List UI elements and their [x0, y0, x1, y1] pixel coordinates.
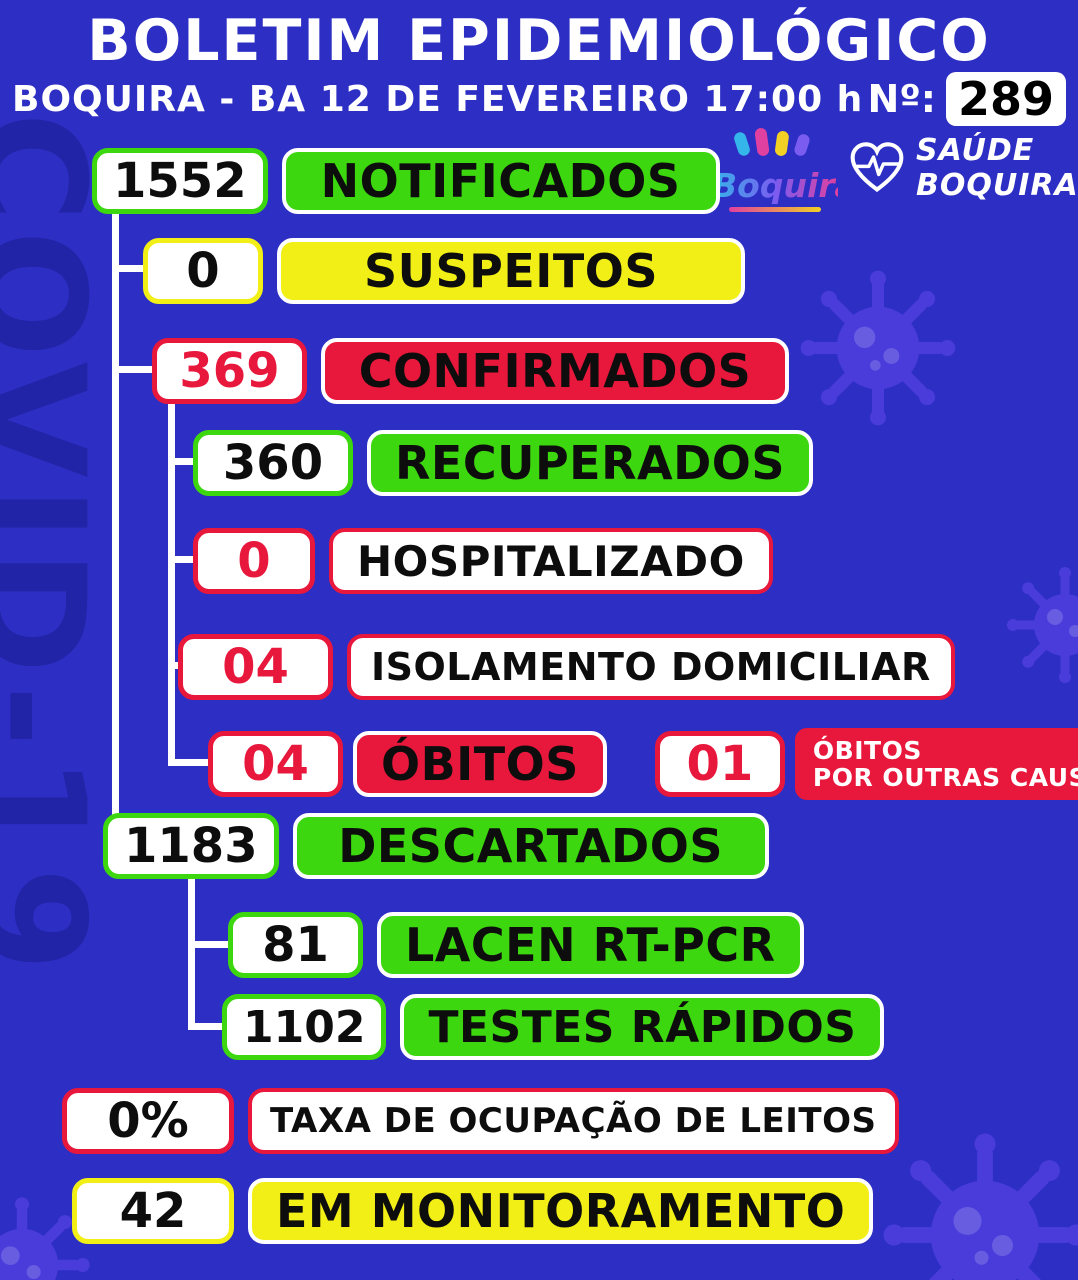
stat-row-notificados: 1552 NOTIFICADOS: [92, 148, 720, 214]
connector-line: [168, 556, 198, 563]
stat-row-recuperados: 360 RECUPERADOS: [193, 430, 814, 496]
connector-line: [112, 214, 119, 850]
isolamento-value: 04: [178, 634, 333, 700]
monitoramento-label: EM MONITORAMENTO: [248, 1178, 874, 1244]
taxa-ocupacao-label: TAXA DE OCUPAÇÃO DE LEITOS: [248, 1088, 899, 1154]
prefeitura-logo-underline: [729, 207, 821, 212]
testes-rapidos-value: 1102: [222, 994, 387, 1060]
obitos-outras-causas-label: ÓBITOS POR OUTRAS CAUSAS: [794, 728, 1078, 800]
confirmados-label: CONFIRMADOS: [321, 338, 789, 404]
stat-row-monitoramento: 42 EM MONITORAMENTO: [72, 1178, 874, 1244]
obitos-label: ÓBITOS: [353, 731, 607, 797]
isolamento-label: ISOLAMENTO DOMICILIAR: [347, 634, 955, 700]
connector-line: [188, 1023, 228, 1030]
heart-pulse-icon: [848, 141, 906, 196]
saude-boquira-logo: SAÚDE BOQUIRA: [848, 133, 1078, 203]
connector-line: [112, 366, 158, 373]
notificados-value: 1552: [92, 148, 268, 214]
prefeitura-logo: Boquira: [712, 126, 857, 212]
stat-row-testes-rapidos: 1102 TESTES RÁPIDOS: [222, 994, 885, 1060]
descartados-value: 1183: [103, 813, 279, 879]
connector-line: [168, 759, 213, 766]
bulletin-number-badge: 289: [945, 72, 1066, 126]
stat-row-hospitalizado: 0 HOSPITALIZADO: [193, 528, 773, 594]
page-title: BOLETIM EPIDEMIOLÓGICO: [87, 8, 991, 74]
virus-icon: [798, 268, 958, 428]
virus-icon: [880, 1130, 1078, 1280]
stat-row-descartados: 1183 DESCARTADOS: [103, 813, 769, 879]
connector-line: [168, 404, 175, 766]
recuperados-value: 360: [193, 430, 353, 496]
notificados-label: NOTIFICADOS: [281, 148, 720, 214]
connector-line: [188, 878, 195, 1030]
connector-line: [168, 662, 184, 669]
saude-logo-line1: SAÚDE: [916, 133, 1035, 168]
confirmados-value: 369: [152, 338, 307, 404]
prefeitura-logo-mark-icon: [712, 126, 838, 166]
virus-icon: [1005, 565, 1078, 685]
stat-row-obitos: 04 ÓBITOS 01 ÓBITOS POR OUTRAS CAUSAS: [208, 728, 1078, 800]
virus-icon: [0, 1195, 92, 1280]
saude-logo-line2: BOQUIRA: [916, 167, 1078, 203]
stat-row-lacen: 81 LACEN RT-PCR: [228, 912, 804, 978]
stat-row-suspeitos: 0 SUSPEITOS: [143, 238, 745, 304]
hospitalizado-label: HOSPITALIZADO: [329, 528, 773, 594]
hospitalizado-value: 0: [193, 528, 315, 594]
lacen-value: 81: [228, 912, 363, 978]
taxa-ocupacao-value: 0%: [62, 1088, 234, 1154]
lacen-label: LACEN RT-PCR: [377, 912, 804, 978]
stat-row-confirmados: 369 CONFIRMADOS: [152, 338, 789, 404]
subtitle-text: BOQUIRA - BA 12 DE FEVEREIRO 17:00 h: [12, 78, 864, 120]
obitos-value: 04: [208, 731, 343, 797]
connector-line: [188, 941, 233, 948]
connector-line: [168, 458, 198, 465]
connector-line: [112, 265, 148, 272]
testes-rapidos-label: TESTES RÁPIDOS: [400, 994, 885, 1060]
prefeitura-logo-name: Boquira: [712, 166, 857, 205]
bulletin-number-label: Nº:: [867, 77, 936, 121]
obitos-outras-causas-value: 01: [654, 731, 785, 797]
suspeitos-value: 0: [143, 238, 263, 304]
obitos-outras-causas-line2: POR OUTRAS CAUSAS: [812, 763, 1078, 792]
stat-row-isolamento: 04 ISOLAMENTO DOMICILIAR: [178, 634, 955, 700]
suspeitos-label: SUSPEITOS: [277, 238, 745, 304]
monitoramento-value: 42: [72, 1178, 234, 1244]
covid19-watermark: COVID-19: [0, 112, 116, 980]
recuperados-label: RECUPERADOS: [367, 430, 814, 496]
stat-row-taxa-ocupacao: 0% TAXA DE OCUPAÇÃO DE LEITOS: [62, 1088, 899, 1154]
subtitle-row: BOQUIRA - BA 12 DE FEVEREIRO 17:00 h Nº:…: [12, 72, 1066, 126]
descartados-label: DESCARTADOS: [292, 813, 769, 879]
obitos-outras-causas-line1: ÓBITOS: [812, 736, 922, 765]
